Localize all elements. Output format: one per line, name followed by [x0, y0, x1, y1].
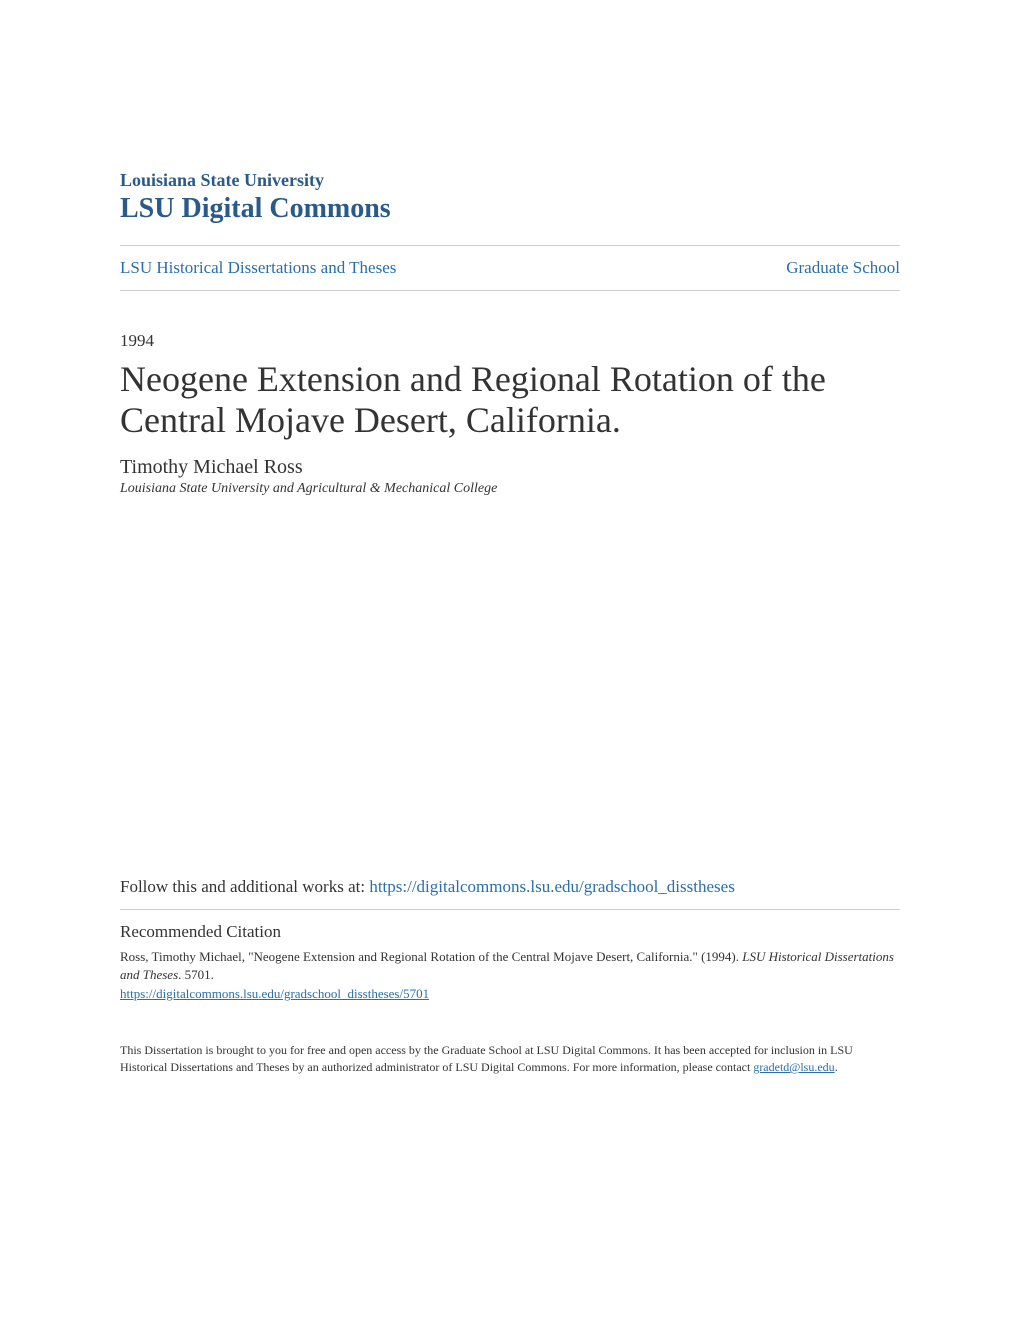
- citation-link[interactable]: https://digitalcommons.lsu.edu/gradschoo…: [120, 986, 900, 1002]
- school-link[interactable]: Graduate School: [786, 258, 900, 278]
- commons-name: LSU Digital Commons: [120, 193, 900, 225]
- publication-year: 1994: [120, 331, 900, 351]
- citation-section: Recommended Citation Ross, Timothy Micha…: [120, 910, 900, 1002]
- institution-name: Louisiana State University: [120, 170, 900, 191]
- collection-link[interactable]: LSU Historical Dissertations and Theses: [120, 258, 396, 278]
- author-name: Timothy Michael Ross: [120, 456, 900, 479]
- follow-section: Follow this and additional works at: htt…: [120, 877, 900, 909]
- page-header: Louisiana State University LSU Digital C…: [120, 170, 900, 225]
- citation-heading: Recommended Citation: [120, 922, 900, 942]
- footer-note: This Dissertation is brought to you for …: [120, 1042, 900, 1076]
- citation-suffix: . 5701.: [178, 967, 214, 982]
- citation-prefix: Ross, Timothy Michael, "Neogene Extensio…: [120, 949, 742, 964]
- divider-breadcrumb: [120, 290, 900, 291]
- follow-link[interactable]: https://digitalcommons.lsu.edu/gradschoo…: [369, 877, 734, 896]
- footer-text: This Dissertation is brought to you for …: [120, 1043, 853, 1074]
- contact-email-link[interactable]: gradetd@lsu.edu: [753, 1060, 834, 1074]
- citation-text: Ross, Timothy Michael, "Neogene Extensio…: [120, 948, 900, 984]
- footer-period: .: [835, 1060, 838, 1074]
- author-affiliation: Louisiana State University and Agricultu…: [120, 481, 900, 497]
- document-title: Neogene Extension and Regional Rotation …: [120, 359, 900, 442]
- follow-label: Follow this and additional works at:: [120, 877, 369, 896]
- breadcrumb: LSU Historical Dissertations and Theses …: [120, 246, 900, 290]
